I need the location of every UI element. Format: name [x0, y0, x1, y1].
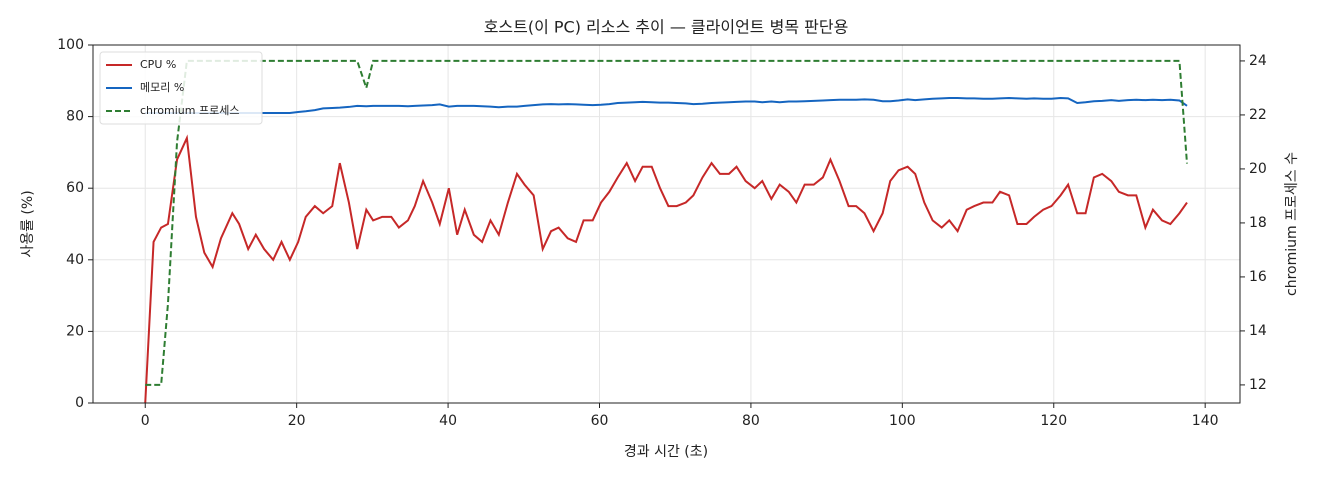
- x-tick-label: 140: [1192, 413, 1219, 429]
- y-tick-label: 20: [66, 323, 84, 339]
- plot-frame: [92, 44, 1241, 404]
- x-tick-label: 120: [1040, 413, 1067, 429]
- legend-label: CPU %: [140, 58, 176, 71]
- series-line: [145, 96, 1188, 115]
- chart-title: 호스트(이 PC) 리소스 추이 — 클라이언트 병목 판단용: [484, 18, 849, 37]
- y2-tick-label: 24: [1249, 53, 1267, 69]
- y2-axis-label: chromium 프로세스 수: [1284, 152, 1300, 296]
- x-tick-label: 0: [141, 413, 150, 429]
- x-axis-label: 경과 시간 (초): [624, 444, 708, 460]
- y2-tick-label: 22: [1249, 107, 1267, 123]
- series-line: [145, 59, 1188, 386]
- x-tick-label: 60: [591, 413, 609, 429]
- x-tick-label: 20: [288, 413, 306, 429]
- y2-tick-label: 18: [1249, 215, 1267, 231]
- legend-label: 메모리 %: [140, 81, 184, 94]
- y-tick-label: 40: [66, 252, 84, 268]
- x-tick-label: 40: [439, 413, 457, 429]
- y2-tick-label: 16: [1249, 269, 1267, 285]
- legend-label: chromium 프로세스: [140, 104, 239, 117]
- y2-tick-label: 14: [1249, 323, 1267, 339]
- y-axis-label: 사용률 (%): [20, 190, 36, 257]
- y-tick-label: 80: [66, 109, 84, 125]
- series-line: [144, 134, 1188, 404]
- x-tick-label: 100: [889, 413, 916, 429]
- y-tick-label: 100: [57, 37, 84, 53]
- y2-tick-label: 12: [1249, 377, 1267, 393]
- legend-box: [99, 51, 263, 125]
- y2-tick-label: 20: [1249, 161, 1267, 177]
- x-tick-label: 80: [742, 413, 760, 429]
- y-tick-label: 0: [75, 395, 84, 411]
- y-tick-label: 60: [66, 180, 84, 196]
